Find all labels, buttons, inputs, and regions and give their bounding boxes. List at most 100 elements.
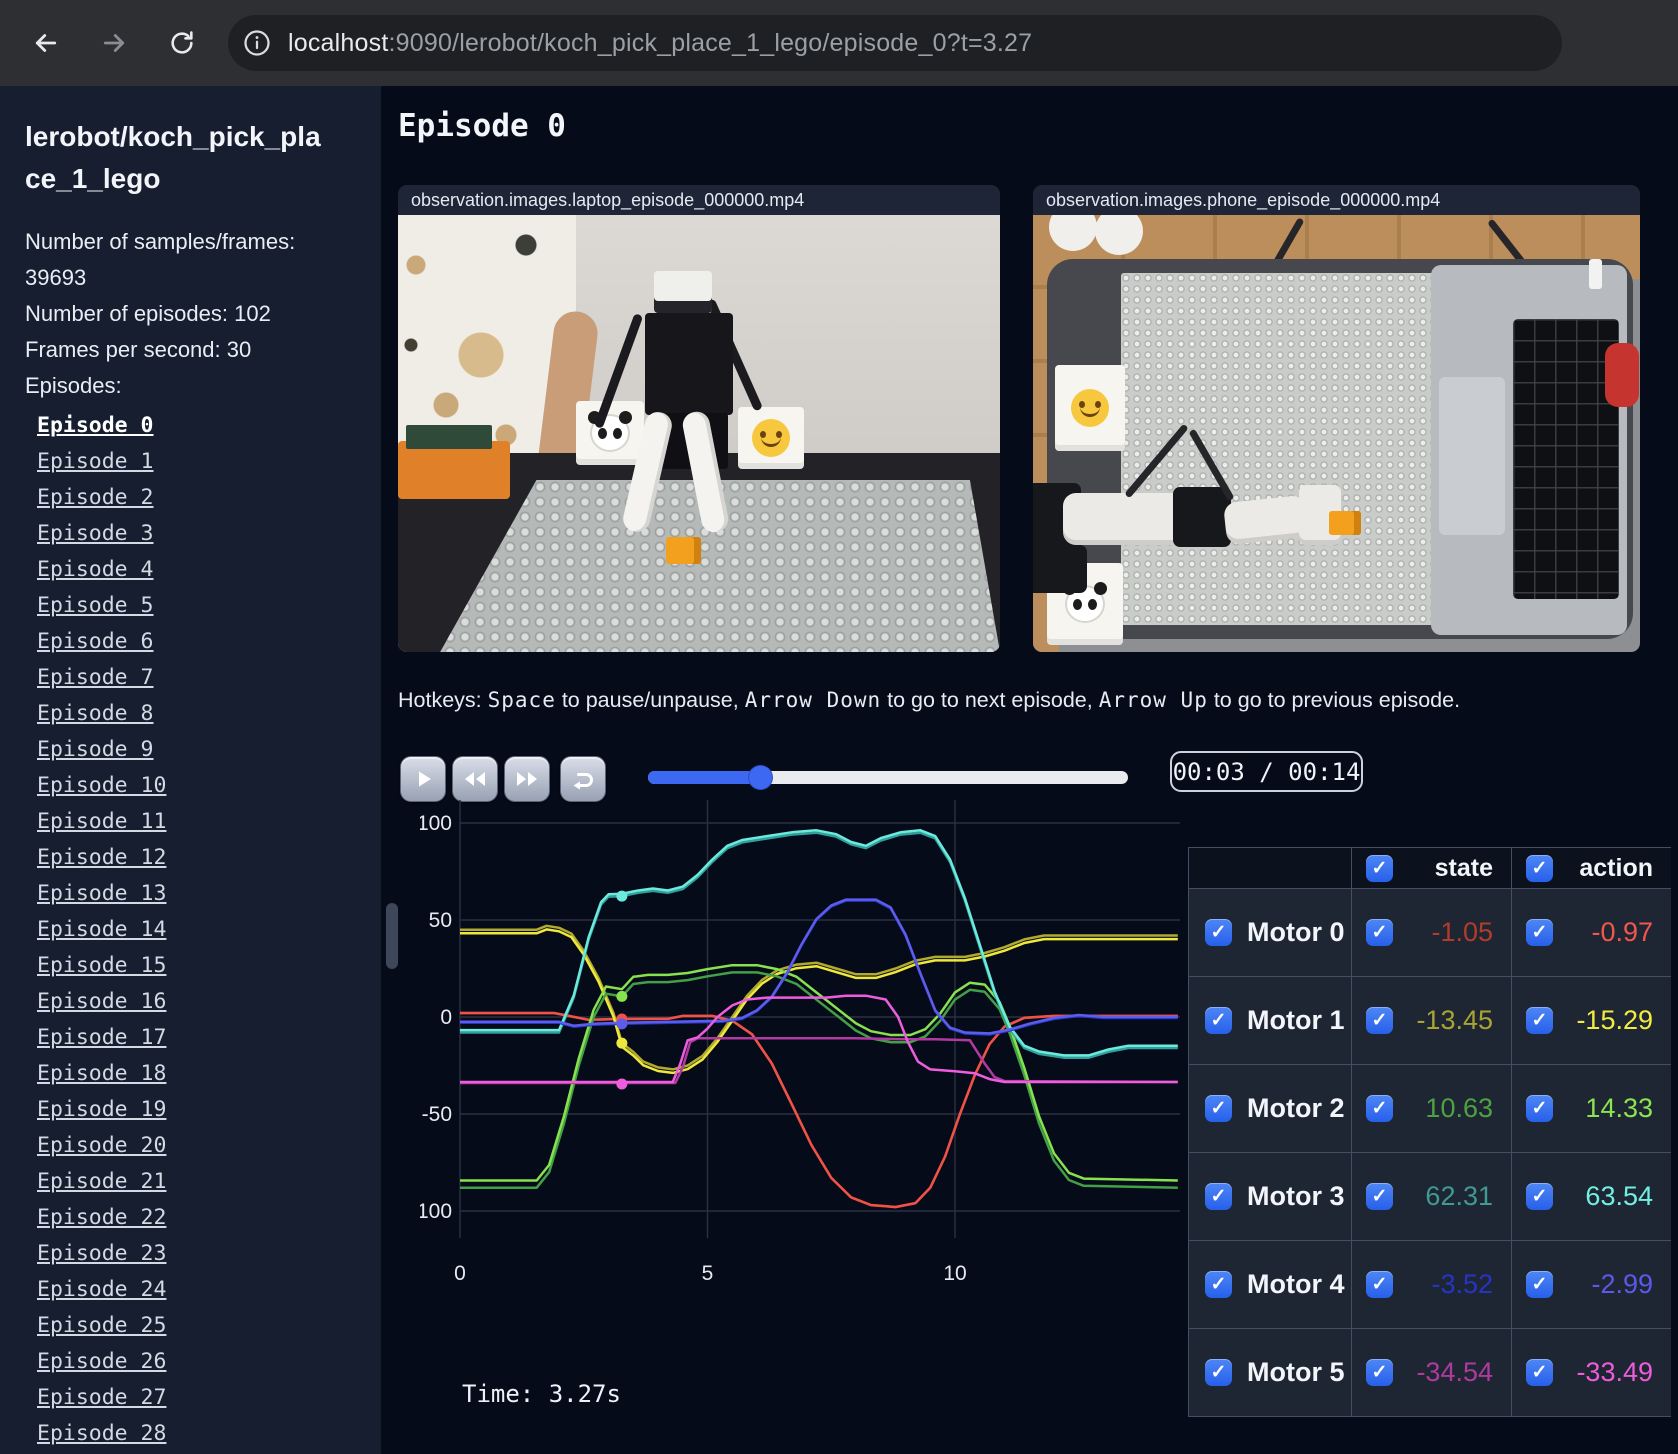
- action-value: -0.97: [1591, 917, 1653, 947]
- current-time-marker: [616, 990, 628, 1002]
- sidebar-episode-link[interactable]: Episode 8: [37, 701, 154, 726]
- sidebar-episode-link[interactable]: Episode 26: [37, 1349, 167, 1374]
- sidebar-episode-link[interactable]: Episode 23: [37, 1241, 167, 1266]
- sidebar-episode-link[interactable]: Episode 0: [37, 413, 154, 438]
- state-value: -34.54: [1416, 1357, 1493, 1387]
- video-laptop[interactable]: [398, 215, 1000, 652]
- sidebar-episode-link[interactable]: Episode 20: [37, 1133, 167, 1158]
- rewind-button[interactable]: [452, 756, 498, 802]
- checkbox[interactable]: ✓: [1205, 1007, 1232, 1034]
- sidebar-episode-link[interactable]: Episode 12: [37, 845, 167, 870]
- action-value: -33.49: [1576, 1357, 1653, 1387]
- motor-name: Motor 3: [1247, 1181, 1345, 1211]
- checkbox[interactable]: ✓: [1205, 919, 1232, 946]
- sidebar-episode-link[interactable]: Episode 21: [37, 1169, 167, 1194]
- sidebar-episode-link[interactable]: Episode 13: [37, 881, 167, 906]
- checkbox[interactable]: ✓: [1526, 1271, 1553, 1298]
- back-icon[interactable]: [22, 19, 70, 67]
- checkbox[interactable]: ✓: [1366, 1007, 1393, 1034]
- motor-row-label: ✓ Motor 3: [1189, 1153, 1351, 1240]
- sidebar-episode-link[interactable]: Episode 14: [37, 917, 167, 942]
- sidebar-episode-link[interactable]: Episode 27: [37, 1385, 167, 1410]
- fast-forward-button[interactable]: [504, 756, 550, 802]
- state-value: 10.63: [1425, 1093, 1493, 1123]
- stat-line: Frames per second: 30: [25, 337, 252, 362]
- checkbox[interactable]: ✓: [1526, 1007, 1553, 1034]
- action-value: 63.54: [1585, 1181, 1653, 1211]
- checkbox[interactable]: ✓: [1366, 1095, 1393, 1122]
- sidebar-episode-link[interactable]: Episode 18: [37, 1061, 167, 1086]
- sidebar-episode-link[interactable]: Episode 11: [37, 809, 167, 834]
- sidebar-episode-link[interactable]: Episode 9: [37, 737, 154, 762]
- sidebar-episode-link[interactable]: Episode 6: [37, 629, 154, 654]
- sidebar-episode-link[interactable]: Episode 3: [37, 521, 154, 546]
- checkbox[interactable]: ✓: [1526, 1359, 1553, 1386]
- sidebar-episode-link[interactable]: Episode 1: [37, 449, 154, 474]
- sidebar-episode-link[interactable]: Episode 2: [37, 485, 154, 510]
- site-info-icon[interactable]: [234, 20, 280, 66]
- y-axis-tick: 50: [429, 909, 452, 932]
- sidebar-episode-link[interactable]: Episode 15: [37, 953, 167, 978]
- sidebar-episode-link[interactable]: Episode 19: [37, 1097, 167, 1122]
- stat-line: Number of episodes: 102: [25, 301, 271, 326]
- checkbox[interactable]: ✓: [1526, 1095, 1553, 1122]
- checkbox[interactable]: ✓: [1526, 919, 1553, 946]
- motor-row-label: ✓ Motor 0: [1189, 889, 1351, 976]
- seek-slider[interactable]: [648, 766, 1128, 789]
- checkbox[interactable]: ✓: [1205, 1359, 1232, 1386]
- video-panel-laptop: observation.images.laptop_episode_000000…: [398, 185, 1000, 652]
- time-display: 00:03 / 00:14: [1170, 751, 1363, 792]
- sidebar-episode-link[interactable]: Episode 24: [37, 1277, 167, 1302]
- sidebar-episode-link[interactable]: Episode 5: [37, 593, 154, 618]
- checkbox[interactable]: ✓: [1366, 1271, 1393, 1298]
- url-bar[interactable]: localhost:9090/lerobot/koch_pick_place_1…: [228, 15, 1562, 71]
- state-value: 62.31: [1425, 1181, 1493, 1211]
- sidebar-episode-link[interactable]: Episode 7: [37, 665, 154, 690]
- sidebar-episode-link[interactable]: Episode 10: [37, 773, 167, 798]
- checkbox[interactable]: ✓: [1205, 1095, 1232, 1122]
- current-time-marker: [616, 1078, 628, 1090]
- checkbox[interactable]: ✓: [1526, 854, 1553, 882]
- video-panel-phone: observation.images.phone_episode_000000.…: [1033, 185, 1640, 652]
- video-title: observation.images.laptop_episode_000000…: [398, 185, 1000, 215]
- x-axis-tick: 5: [702, 1262, 714, 1285]
- series-line: [460, 898, 1178, 1035]
- lego-baseplate-top: [1121, 273, 1451, 625]
- y-axis-tick: 0: [440, 1006, 452, 1029]
- browser-toolbar: localhost:9090/lerobot/koch_pick_place_1…: [0, 0, 1678, 86]
- sidebar-episode-link[interactable]: Episode 16: [37, 989, 167, 1014]
- panda-box: [576, 401, 644, 465]
- video-phone[interactable]: [1033, 215, 1640, 652]
- sidebar-episode-link[interactable]: Episode 22: [37, 1205, 167, 1230]
- motor-row-label: ✓ Motor 2: [1189, 1065, 1351, 1152]
- robot-joint: [1173, 487, 1231, 547]
- checkbox[interactable]: ✓: [1205, 1183, 1232, 1210]
- checkbox[interactable]: ✓: [1366, 1359, 1393, 1386]
- scrollbar-thumb[interactable]: [386, 903, 398, 969]
- sidebar-episode-link[interactable]: Episode 25: [37, 1313, 167, 1338]
- current-time-marker: [616, 1018, 628, 1030]
- forward-icon[interactable]: [90, 19, 138, 67]
- sidebar-episode-link[interactable]: Episode 17: [37, 1025, 167, 1050]
- seek-slider-thumb[interactable]: [749, 766, 773, 789]
- huggingface-box: [738, 407, 804, 469]
- loop-button[interactable]: [560, 756, 606, 802]
- motor-action-cell: ✓ -0.97: [1512, 889, 1671, 976]
- robot-arm-segment: [1223, 494, 1309, 546]
- checkbox[interactable]: ✓: [1366, 1183, 1393, 1210]
- checkbox[interactable]: ✓: [1205, 1271, 1232, 1298]
- sidebar-episode-link[interactable]: Episode 28: [37, 1421, 167, 1446]
- circuit-board: [406, 425, 492, 449]
- series-line: [460, 924, 1178, 1071]
- sidebar-episode-link[interactable]: Episode 4: [37, 557, 154, 582]
- checkbox[interactable]: ✓: [1526, 1183, 1553, 1210]
- column-label: state: [1434, 853, 1493, 882]
- checkbox[interactable]: ✓: [1366, 919, 1393, 946]
- motor-chart: 100 50 0 -50 -100 0 5 10: [420, 800, 1180, 1285]
- reload-icon[interactable]: [158, 19, 206, 67]
- series-line: [460, 928, 1178, 1075]
- motor-name: Motor 4: [1247, 1269, 1345, 1299]
- checkbox[interactable]: ✓: [1366, 854, 1393, 882]
- motor-table: ✓ state ✓ action ✓ Motor 0 ✓ -1.05 ✓ -0.97 ✓ Motor …: [1188, 847, 1671, 1417]
- play-button[interactable]: [400, 756, 446, 802]
